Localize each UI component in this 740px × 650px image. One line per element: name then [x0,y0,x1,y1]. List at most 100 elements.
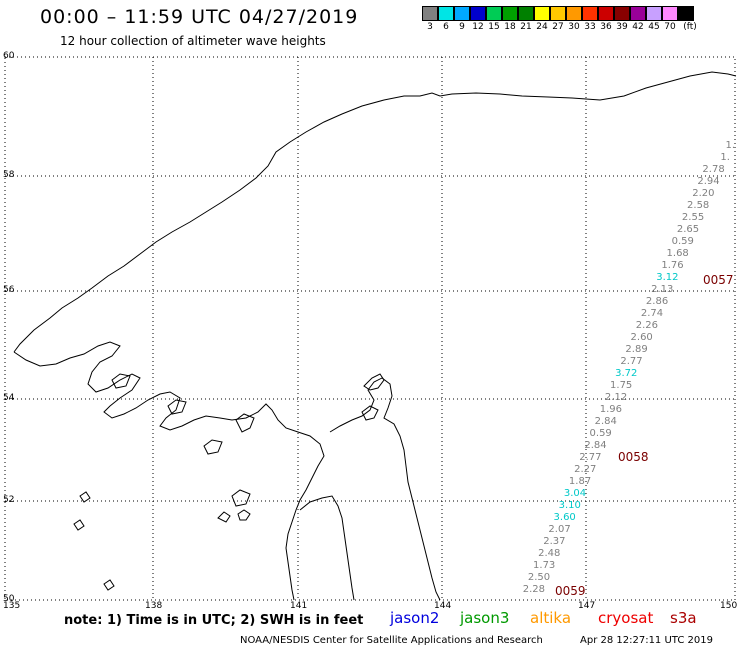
swh-value: 1.76 [661,260,683,271]
legend-label: 45 [648,22,660,32]
swh-value: 2.58 [687,200,709,211]
swh-value: 2.78 [702,164,724,175]
pass-time-label: 0059 [555,584,586,598]
satellite-s3a: s3a [670,609,697,627]
swh-value: 0.59 [672,236,694,247]
legend-label: 6 [443,22,449,32]
legend-swatch [678,6,694,21]
swh-value: 1.87 [569,476,591,487]
legend-swatch [566,6,582,21]
legend-label: (ft) [683,22,697,32]
legend-label: 42 [632,22,644,32]
legend-swatch [454,6,470,21]
legend-label: 33 [584,22,596,32]
swh-value: 2.13 [651,284,673,295]
legend-label: 3 [427,22,433,32]
swh-value: 1.75 [610,380,632,391]
swh-value: 1.68 [667,248,689,259]
longitude-label: 141 [290,601,308,611]
satellite-jason3: jason3 [460,609,510,627]
latitude-label: 60 [3,51,15,61]
legend-label: 9 [459,22,465,32]
coastline [13,71,737,601]
legend-label: 70 [664,22,676,32]
legend-label: 39 [616,22,628,32]
color-legend [422,6,694,21]
swh-value: 2.84 [584,440,606,451]
map-title: 00:00 – 11:59 UTC 04/27/2019 [40,6,359,28]
legend-swatch [614,6,630,21]
swh-value: 2.89 [625,344,647,355]
swh-value: 2.60 [631,332,653,343]
satellite-jason2: jason2 [390,609,440,627]
legend-swatch [534,6,550,21]
swh-value: 2.77 [579,452,601,463]
legend-label: 21 [520,22,532,32]
credit-line: NOAA/NESDIS Center for Satellite Applica… [240,635,543,646]
color-legend-labels: 3 6 9 12 15 18 21 24 27 30 33 36 39 42 45 70 (ft) [422,22,702,32]
altimeter-track: 1.1.2.782.942.202.582.552.650.591.681.76… [523,140,735,598]
latitude-label: 58 [3,170,15,180]
swh-value: 2.07 [548,524,570,535]
swh-value: 2.27 [574,464,596,475]
swh-value: 2.37 [543,536,565,547]
legend-swatch [422,6,438,21]
legend-swatch [630,6,646,21]
legend-swatch [598,6,614,21]
map-subtitle: 12 hour collection of altimeter wave hei… [60,34,326,48]
legend-label: 18 [504,22,516,32]
swh-value: 2.65 [677,224,699,235]
legend-label: 24 [536,22,548,32]
legend-swatch [470,6,486,21]
swh-value: 0.59 [590,428,612,439]
swh-value: 3.04 [564,488,586,499]
swh-value: 2.20 [692,188,714,199]
swh-value: 2.12 [605,392,627,403]
satellite-cryosat: cryosat [598,609,654,627]
graticule [5,57,735,600]
swh-value: 3.12 [656,272,678,283]
legend-label: 15 [488,22,500,32]
swh-value: 2.48 [538,548,560,559]
swh-value: 2.74 [641,308,663,319]
swh-value: 2.26 [636,320,658,331]
pass-time-label: 0057 [703,273,734,287]
legend-label: 27 [552,22,564,32]
swh-value: 1. [725,140,735,151]
latitude-label: 50 [3,594,15,604]
longitude-label: 135 [3,601,21,611]
legend-swatch [662,6,678,21]
latitude-label: 54 [3,393,15,403]
legend-label: 30 [568,22,580,32]
swh-value: 1. [720,152,730,163]
swh-value: 3.60 [554,512,576,523]
swh-value: 2.77 [620,356,642,367]
footer-note: note: 1) Time is in UTC; 2) SWH is in fe… [64,613,364,628]
legend-swatch [518,6,534,21]
latitude-label: 52 [3,495,15,505]
satellite-altika: altika [530,609,572,627]
legend-swatch [582,6,598,21]
longitude-label: 144 [434,601,452,611]
longitude-label: 138 [145,601,163,611]
legend-swatch [502,6,518,21]
legend-label: 36 [600,22,612,32]
longitude-label: 150 [720,601,738,611]
swh-value: 2.28 [523,584,545,595]
swh-value: 2.84 [595,416,617,427]
pass-time-label: 0058 [618,450,649,464]
latitude-label: 56 [3,285,15,295]
swh-value: 2.94 [697,176,719,187]
timestamp: Apr 28 12:27:11 UTC 2019 [580,635,713,646]
map-frame [4,56,736,601]
swh-value: 3.72 [615,368,637,379]
longitude-label: 147 [578,601,596,611]
legend-swatch [486,6,502,21]
swh-value: 1.73 [533,560,555,571]
legend-label: 12 [472,22,484,32]
legend-swatch [550,6,566,21]
legend-swatch [438,6,454,21]
swh-value: 2.86 [646,296,668,307]
swh-value: 1.96 [600,404,622,415]
